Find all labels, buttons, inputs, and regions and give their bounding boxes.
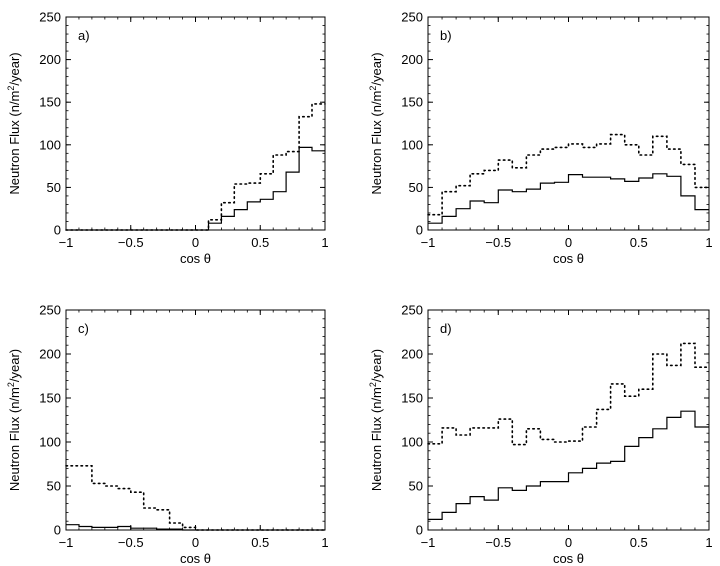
plot-frame: [66, 310, 325, 530]
x-tick-label: 0.5: [630, 535, 648, 550]
y-axis-label: Neutron Flux (n/m2/year): [368, 52, 384, 194]
y-tick-label: 250: [39, 10, 61, 25]
panel-label: b): [440, 28, 452, 43]
panel-label: d): [440, 321, 452, 336]
x-tick-label: 1: [705, 235, 712, 250]
y-tick-label: 250: [401, 10, 423, 25]
y-tick-label: 150: [401, 391, 423, 406]
y-tick-label: 250: [401, 303, 423, 318]
x-tick-label: 0.5: [630, 235, 648, 250]
x-tick-label: 1: [705, 535, 712, 550]
x-axis-label: cos θ: [180, 551, 211, 566]
y-tick-label: 150: [39, 95, 61, 110]
y-axis-label: Neutron Flux (n/m2/year): [6, 52, 22, 194]
x-tick-label: 0: [192, 235, 199, 250]
series-line-dotted: [66, 104, 325, 230]
y-tick-label: 200: [39, 347, 61, 362]
x-tick-label: −0.5: [485, 535, 511, 550]
plot-frame: [66, 17, 325, 230]
x-tick-label: −0.5: [118, 535, 144, 550]
x-tick-label: 0.5: [251, 235, 269, 250]
series-line-dotted: [428, 343, 709, 444]
x-tick-label: −0.5: [485, 235, 511, 250]
series-line-solid: [66, 147, 325, 230]
y-tick-label: 50: [409, 180, 423, 195]
x-axis-label: cos θ: [553, 251, 584, 266]
y-tick-label: 0: [416, 223, 423, 238]
x-tick-label: 0.5: [251, 535, 269, 550]
y-tick-label: 200: [401, 347, 423, 362]
y-axis-label: Neutron Flux (n/m2/year): [6, 349, 22, 491]
y-tick-label: 150: [401, 95, 423, 110]
y-tick-label: 150: [39, 391, 61, 406]
x-tick-label: 1: [321, 235, 328, 250]
y-tick-label: 100: [39, 435, 61, 450]
x-tick-label: 0: [565, 235, 572, 250]
panel-label: c): [78, 321, 89, 336]
x-tick-label: 0: [192, 535, 199, 550]
x-tick-label: −0.5: [118, 235, 144, 250]
y-tick-label: 0: [54, 223, 61, 238]
panel-label: a): [78, 28, 90, 43]
plot-frame: [428, 17, 709, 230]
x-axis-label: cos θ: [180, 251, 211, 266]
figure: −1 −0.5 0 0.5 1050100150200250a)cos θNeutron…: [0, 0, 720, 566]
y-tick-label: 0: [54, 523, 61, 538]
x-tick-label: 1: [321, 535, 328, 550]
y-axis-label: Neutron Flux (n/m2/year): [368, 349, 384, 491]
series-line-solid: [428, 411, 709, 519]
y-tick-label: 100: [401, 435, 423, 450]
y-tick-label: 200: [39, 52, 61, 67]
y-tick-label: 50: [47, 479, 61, 494]
series-line-dotted: [66, 466, 325, 530]
y-tick-label: 100: [401, 137, 423, 152]
y-tick-label: 100: [39, 137, 61, 152]
y-tick-label: 50: [409, 479, 423, 494]
y-tick-label: 250: [39, 303, 61, 318]
y-tick-label: 0: [416, 523, 423, 538]
y-tick-label: 50: [47, 180, 61, 195]
y-tick-label: 200: [401, 52, 423, 67]
x-tick-label: 0: [565, 535, 572, 550]
x-axis-label: cos θ: [553, 551, 584, 566]
